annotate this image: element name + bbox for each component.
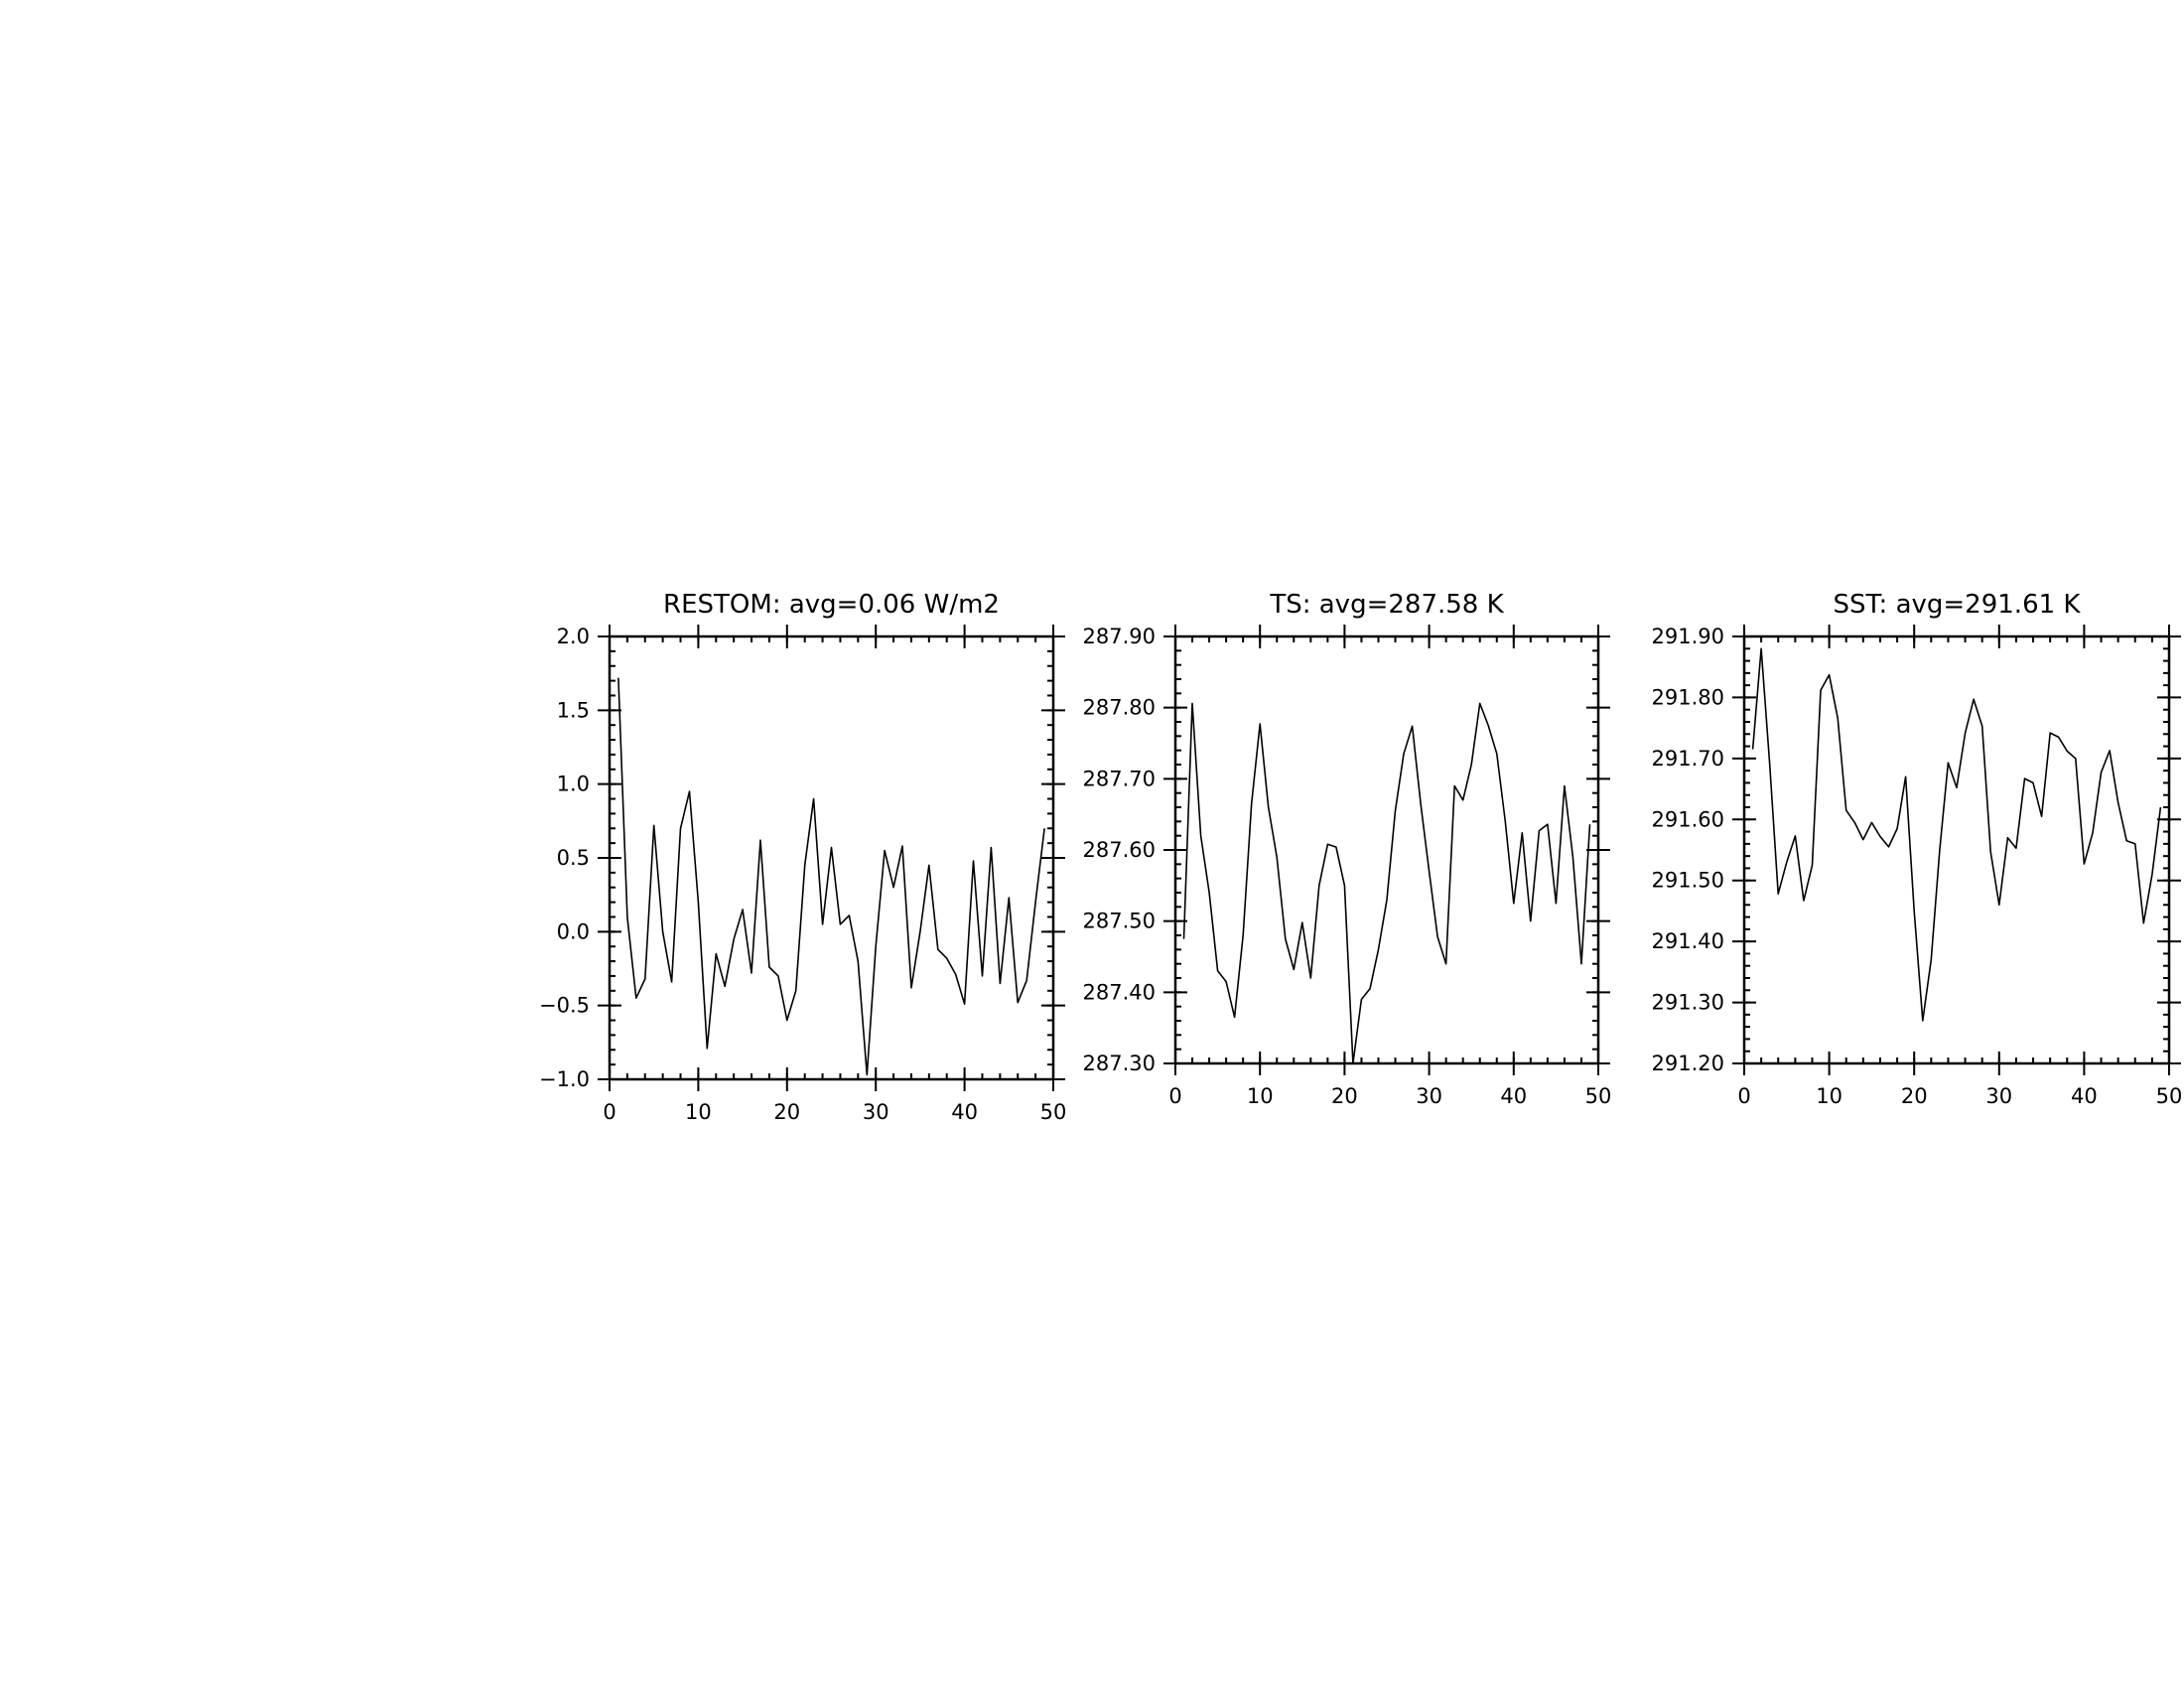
x-tick-label: 0 <box>1737 1084 1750 1108</box>
series-line <box>1751 647 2162 1022</box>
x-tick-label: 0 <box>1168 1084 1181 1108</box>
x-tick-label: 50 <box>2156 1084 2183 1108</box>
x-tick-label: 20 <box>773 1100 800 1124</box>
panel-ts: TS: avg=287.58 K 0 10 20 30 40 50 287.30 287.40… <box>1083 590 1612 1108</box>
panel-sst: SST: avg=291.61 K 0 10 20 30 40 50 291.20 291.3… <box>1652 590 2183 1108</box>
x-tick-label: 30 <box>1985 1084 2012 1108</box>
x-tick-label: 10 <box>1247 1084 1274 1108</box>
x-tick-label: 20 <box>1331 1084 1358 1108</box>
y-tick-label: 291.90 <box>1652 625 1724 648</box>
y-tick-label: −0.5 <box>539 994 590 1018</box>
x-tick-label: 50 <box>1585 1084 1612 1108</box>
y-tick-label: 287.80 <box>1083 696 1156 720</box>
plot-frame <box>1173 634 1600 1065</box>
y-tick-label: 291.80 <box>1652 685 1724 709</box>
x-tick-label: 30 <box>863 1100 889 1124</box>
panel-restom: RESTOM: avg=0.06 W/m2 0 10 20 30 40 50 −1.0 −0.… <box>539 590 1066 1124</box>
y-tick-label: 291.70 <box>1652 747 1724 771</box>
x-tick-label: 40 <box>2071 1084 2098 1108</box>
y-tick-label: 291.20 <box>1652 1052 1724 1075</box>
x-tick-label: 50 <box>1040 1100 1067 1124</box>
x-tick-label: 30 <box>1416 1084 1442 1108</box>
y-tick-label: 0.0 <box>557 919 590 943</box>
y-tick-label: 287.40 <box>1083 980 1156 1004</box>
y-tick-label: 1.0 <box>557 773 590 796</box>
y-tick-label: 291.50 <box>1652 869 1724 893</box>
y-tick-label: 291.60 <box>1652 807 1724 831</box>
plot-frame <box>1742 634 2171 1065</box>
x-tick-label: 10 <box>1816 1084 1843 1108</box>
plot-frame <box>608 634 1055 1081</box>
series-line <box>1182 702 1591 1064</box>
y-tick-label: 291.40 <box>1652 929 1724 953</box>
x-tick-label: 40 <box>1500 1084 1527 1108</box>
y-tick-label: −1.0 <box>539 1067 590 1091</box>
y-tick-label: 287.30 <box>1083 1052 1156 1075</box>
x-tick-label: 40 <box>951 1100 978 1124</box>
panel-title: TS: avg=287.58 K <box>1269 590 1504 620</box>
y-tick-label: 287.50 <box>1083 910 1156 933</box>
x-tick-label: 20 <box>1901 1084 1928 1108</box>
y-tick-label: 287.70 <box>1083 767 1156 790</box>
y-tick-label: 291.30 <box>1652 991 1724 1015</box>
y-tick-label: 287.90 <box>1083 625 1156 648</box>
y-tick-label: 287.60 <box>1083 838 1156 862</box>
y-tick-label: 0.5 <box>557 846 590 870</box>
panel-title: SST: avg=291.61 K <box>1834 590 2082 620</box>
x-tick-label: 0 <box>603 1100 615 1124</box>
y-tick-label: 2.0 <box>557 625 590 648</box>
y-tick-label: 1.5 <box>557 698 590 722</box>
panel-title: RESTOM: avg=0.06 W/m2 <box>663 590 1000 620</box>
x-tick-label: 10 <box>685 1100 712 1124</box>
series-line <box>617 677 1045 1076</box>
